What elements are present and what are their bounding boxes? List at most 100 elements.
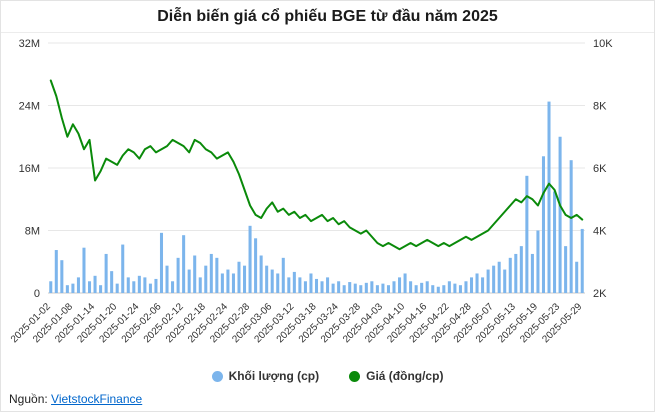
volume-bar: [115, 283, 119, 294]
source-label: Nguồn:: [9, 392, 48, 406]
volume-bar: [270, 269, 274, 293]
volume-bar: [60, 260, 64, 293]
price-line: [49, 79, 584, 251]
volume-bar: [82, 247, 86, 293]
volume-bar: [458, 285, 462, 293]
volume-bar: [154, 278, 158, 293]
volume-bar: [209, 253, 213, 293]
chart-footer: Nguồn: VietstockFinance: [1, 389, 654, 406]
legend-item-price[interactable]: Giá (đồng/cp): [349, 369, 443, 383]
volume-bar: [414, 285, 418, 293]
volume-bar: [303, 281, 307, 293]
volume-bar: [49, 281, 53, 293]
volume-bar: [558, 136, 562, 293]
volume-bar: [492, 265, 496, 293]
volume-bar: [359, 285, 363, 293]
volume-bar: [348, 282, 352, 293]
volume-bar: [226, 269, 230, 293]
volume-bar: [220, 273, 224, 293]
volume-bar: [431, 285, 435, 293]
volume-bar: [331, 283, 335, 294]
volume-bar: [475, 273, 479, 293]
legend: Khối lượng (cp) Giá (đồng/cp): [1, 363, 654, 389]
volume-bar: [580, 228, 584, 293]
volume-bar: [71, 283, 75, 294]
volume-bar: [514, 253, 518, 293]
volume-bar: [204, 265, 208, 293]
volume-bar: [314, 278, 319, 293]
volume-bar: [137, 275, 141, 293]
volume-bar: [547, 101, 551, 293]
volume-bar: [237, 261, 241, 293]
legend-item-volume[interactable]: Khối lượng (cp): [211, 369, 319, 383]
volume-bar: [93, 275, 97, 293]
volume-bar: [420, 282, 424, 293]
volume-bar: [497, 261, 501, 293]
volume-bar: [287, 277, 291, 294]
volume-bar: [159, 232, 164, 293]
volume-bar: [337, 281, 341, 293]
chart-title: Diễn biến giá cổ phiếu BGE từ đầu năm 20…: [1, 1, 654, 33]
volume-bar: [564, 246, 568, 294]
volume-bar: [276, 273, 280, 293]
volume-bar: [503, 269, 507, 293]
left-axis-tick-label: 8M: [25, 226, 40, 238]
volume-bar: [88, 281, 92, 293]
volume-bar: [519, 246, 523, 294]
volume-bar: [104, 253, 108, 293]
volume-bar: [353, 283, 357, 294]
volume-bar: [110, 271, 114, 294]
volume-bar: [525, 175, 529, 293]
left-axis-tick-label: 16M: [19, 163, 40, 175]
volume-bar: [292, 271, 296, 293]
volume-bar: [447, 281, 451, 293]
volume-bar: [569, 160, 573, 293]
volume-bar: [248, 225, 252, 293]
volume-bar: [386, 285, 390, 293]
volume-bar: [126, 277, 130, 294]
volume-bar: [193, 255, 197, 293]
volume-bar: [171, 281, 175, 293]
price-legend-label: Giá (đồng/cp): [366, 369, 444, 383]
volume-bar: [403, 273, 407, 293]
volume-bar: [342, 285, 346, 293]
source-link[interactable]: VietstockFinance: [51, 392, 143, 406]
volume-bar: [409, 281, 413, 293]
volume-bar: [326, 277, 330, 294]
volume-bar: [464, 281, 468, 293]
volume-bar: [442, 285, 446, 293]
left-axis-tick-label: 0: [34, 288, 40, 300]
right-axis-tick-label: 8K: [593, 101, 607, 113]
volume-bar: [575, 261, 579, 293]
volume-bar: [298, 277, 302, 294]
volume-bar: [121, 244, 125, 293]
right-axis-tick-label: 2K: [593, 288, 607, 300]
volume-bar: [198, 277, 202, 294]
volume-bar: [364, 282, 368, 293]
volume-bar: [530, 253, 534, 293]
volume-bar: [481, 277, 485, 294]
volume-bar: [76, 277, 80, 294]
volume-bar: [243, 265, 247, 293]
volume-bar: [254, 238, 258, 293]
volume-bar: [65, 285, 69, 293]
right-axis-tick-label: 4K: [593, 226, 607, 238]
volume-bar: [187, 269, 191, 293]
volume-bar: [508, 257, 512, 293]
right-axis-tick-label: 6K: [593, 163, 607, 175]
volume-bar: [392, 281, 396, 293]
volume-bar: [231, 273, 235, 293]
volume-bar: [132, 281, 136, 293]
volume-bar: [281, 257, 285, 293]
volume-bar: [370, 281, 374, 293]
volume-bar: [54, 250, 58, 293]
volume-bar: [320, 281, 324, 293]
right-axis-tick-label: 10K: [593, 38, 613, 50]
volume-bar: [259, 255, 263, 293]
volume-bar: [381, 283, 385, 294]
volume-bar: [265, 265, 269, 293]
volume-bar: [215, 257, 219, 293]
volume-bar: [148, 283, 152, 294]
